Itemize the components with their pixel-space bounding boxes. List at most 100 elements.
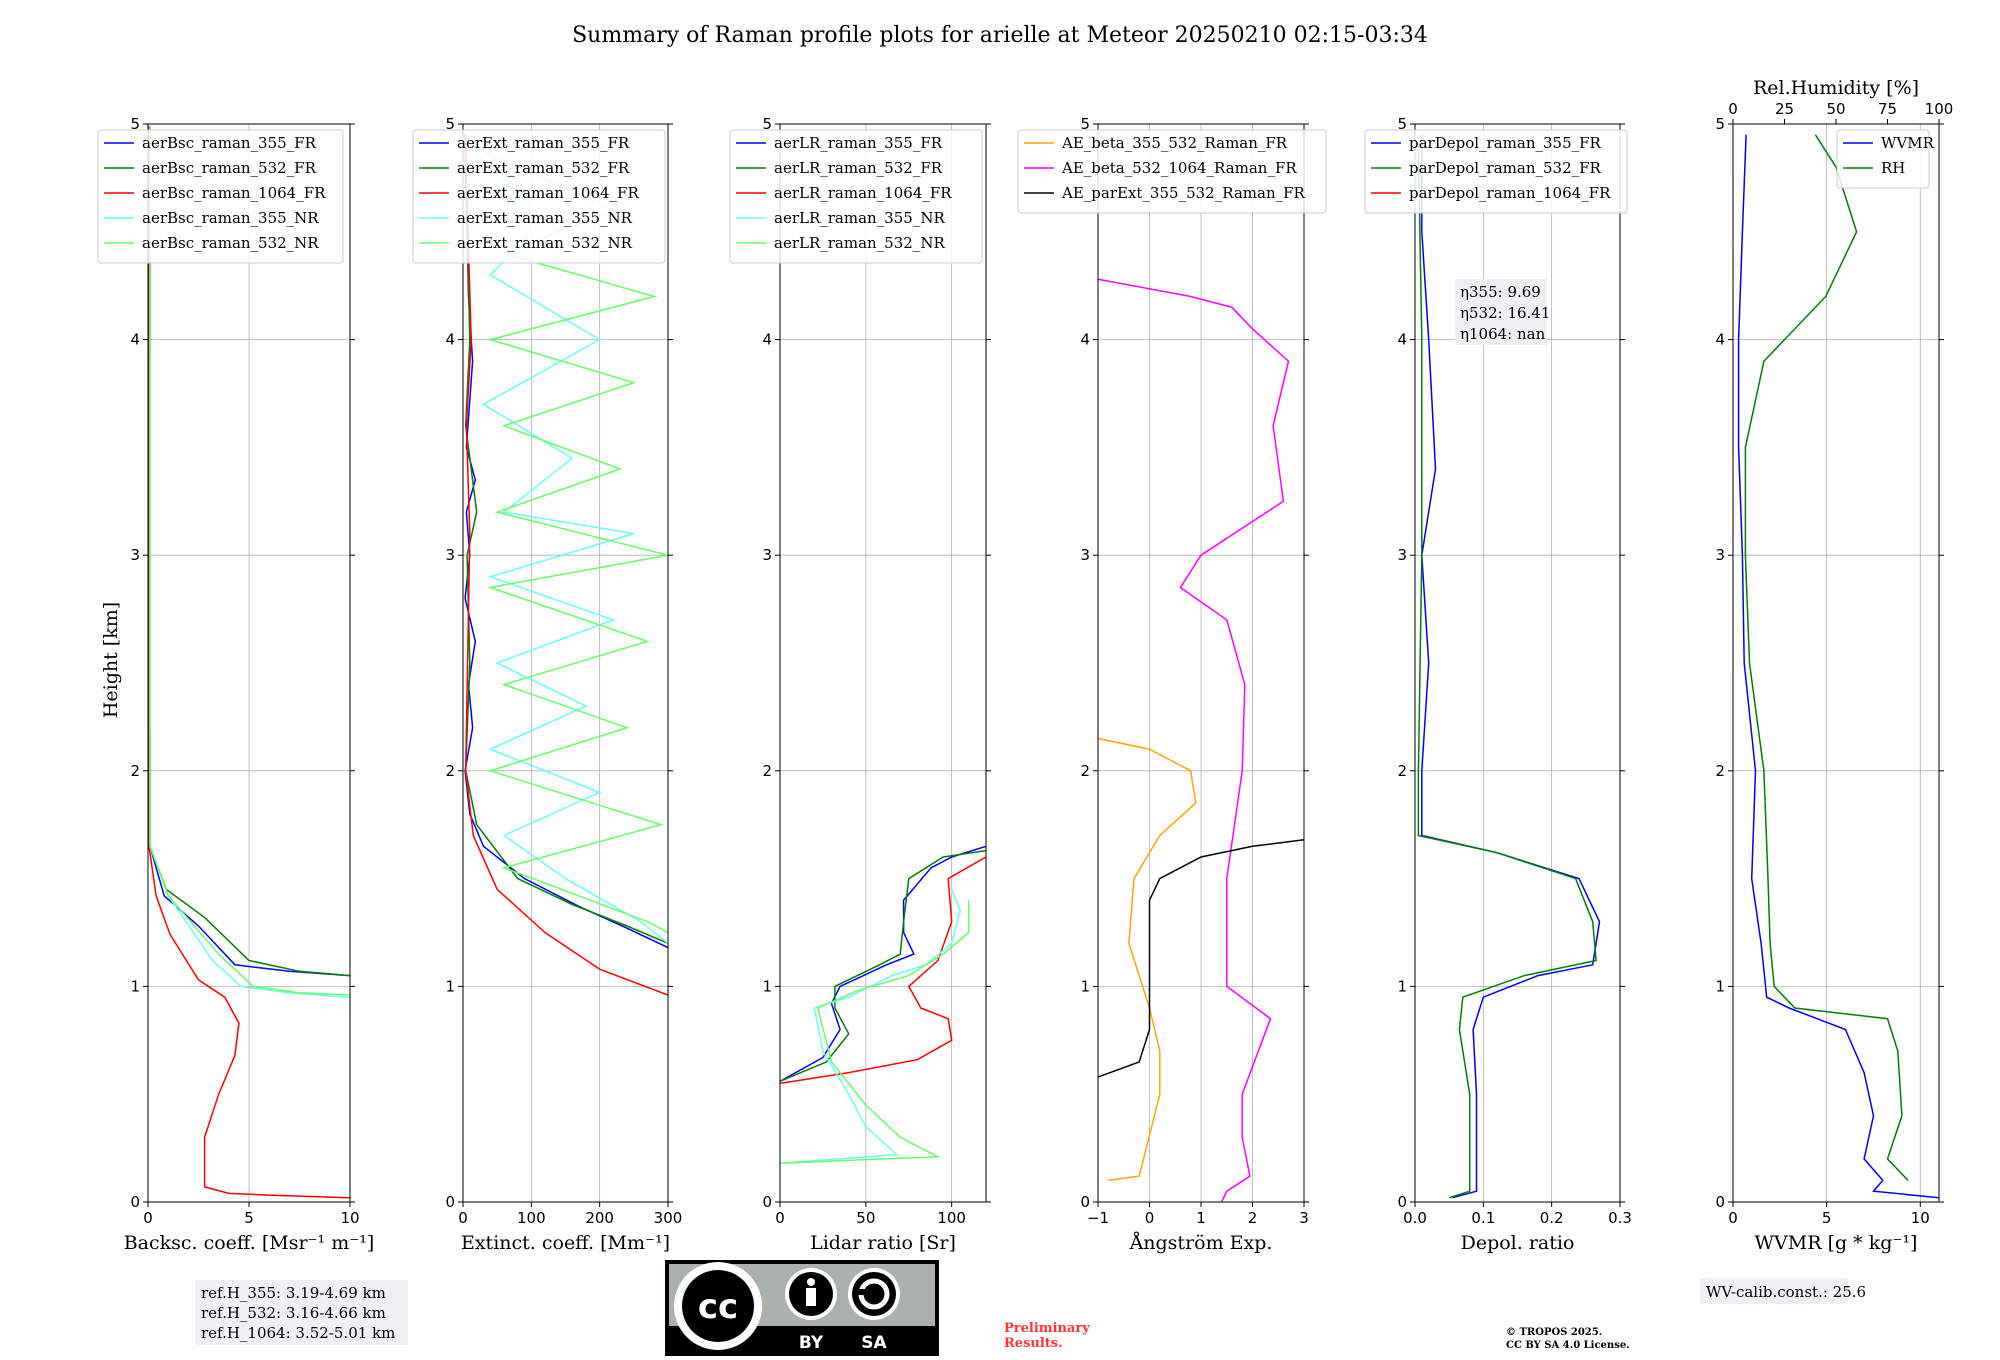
series-line-aerBsc_raman_1064_FR — [148, 126, 350, 1199]
eta-annotation-box: η355: 9.69 η532: 16.41 η1064: nan — [1455, 279, 1550, 345]
x-axis-label: Extinct. coeff. [Mm⁻¹] — [461, 1232, 670, 1254]
x-axis-label: Lidar ratio [Sr] — [810, 1232, 956, 1254]
x-tick-label: 0.2 — [1540, 1209, 1564, 1227]
panel-1: 0 5 10 0 1 2 3 4 5 Backsc. coeff. [Msr⁻¹ m⁻¹] aerB… — [97, 115, 375, 1254]
legend-box — [97, 129, 344, 264]
y-tick-label: 3 — [130, 546, 140, 564]
series-line-aerLR_raman_532_FR — [780, 849, 986, 1082]
legend-entry: aerLR_raman_532_NR — [774, 234, 945, 252]
x-tick-label: 1 — [1196, 1209, 1206, 1227]
y-tick-label: 3 — [762, 546, 772, 564]
y-tick-label: 3 — [1080, 546, 1090, 564]
legend-entry: aerExt_raman_532_NR — [457, 234, 633, 252]
preliminary-text-line-1: Preliminary — [1004, 1321, 1090, 1336]
x-tick-label: 50 — [856, 1209, 875, 1227]
plot-frame — [1732, 123, 1940, 1203]
series-line-AE_beta_532_1064_Raman_FR — [1098, 278, 1290, 1202]
legend-entry: parDepol_raman_532_FR — [1409, 159, 1602, 177]
y-tick-label: 0 — [1080, 1193, 1090, 1211]
y-tick-label: 2 — [445, 762, 455, 780]
series-group — [780, 845, 986, 1164]
y-tick-label: 4 — [445, 331, 455, 349]
y-tick-label: 5 — [445, 115, 455, 133]
x-tick-label: 0.3 — [1608, 1209, 1632, 1227]
x-tick-label: 10 — [340, 1209, 359, 1227]
legend: aerBsc_raman_355_FR aerBsc_raman_532_FRae… — [97, 129, 344, 264]
legend-entry: aerLR_raman_532_FR — [774, 159, 943, 177]
legend-entry: aerBsc_raman_355_NR — [142, 209, 319, 227]
legend-entry: aerBsc_raman_1064_FR — [142, 184, 326, 202]
legend-entry: parDepol_raman_1064_FR — [1409, 184, 1611, 202]
y-tick-label: 5 — [762, 115, 772, 133]
eta-annotation: η532: 16.41 — [1460, 304, 1550, 322]
y-tick-label: 5 — [1397, 115, 1407, 133]
legend-entry: AE_beta_355_532_Raman_FR — [1061, 134, 1288, 152]
x-axis-label: Backsc. coeff. [Msr⁻¹ m⁻¹] — [124, 1232, 375, 1254]
legend: aerExt_raman_355_FR aerExt_raman_532_FRae… — [412, 129, 666, 264]
series-line-WVMR — [1737, 134, 1939, 1199]
x-tick-label: 10 — [1911, 1209, 1930, 1227]
series-line-aerLR_raman_1064_FR — [780, 856, 986, 1085]
y-tick-label: 4 — [1397, 331, 1407, 349]
series-line-parDepol_raman_532_FR — [1417, 145, 1597, 1199]
series-line-aerExt_raman_532_FR — [464, 134, 668, 944]
x2-axis-label: Rel.Humidity [%] — [1753, 77, 1919, 99]
series-line-AE_parExt_355_532_Raman_FR — [1098, 839, 1304, 1078]
series-group — [464, 134, 668, 996]
legend-entry: aerExt_raman_355_NR — [457, 209, 633, 227]
plot-frame — [462, 123, 669, 1203]
y-tick-label: 3 — [445, 546, 455, 564]
legend-entry: aerBsc_raman_532_FR — [142, 159, 317, 177]
series-line-RH — [1744, 134, 1909, 1181]
legend-entry: RH — [1881, 159, 1905, 177]
legend-box — [1017, 129, 1327, 214]
wv-calib-text: WV-calib.const.: 25.6 — [1706, 1283, 1866, 1301]
ref-height-1064: ref.H_1064: 3.52-5.01 km — [201, 1324, 395, 1342]
cc-by-label: BY — [799, 1333, 824, 1353]
y-tick-label: 0 — [1397, 1193, 1407, 1211]
y-tick-label: 2 — [1080, 762, 1090, 780]
panel-5: 0.0 0.1 0.2 0.3 0 1 2 3 4 5 Depol. ratio parDepol_r… — [1364, 115, 1632, 1254]
ref-height-355: ref.H_355: 3.19-4.69 km — [201, 1284, 386, 1302]
x2-tick-label: 75 — [1878, 100, 1897, 118]
legend-entry: aerBsc_raman_355_FR — [142, 134, 317, 152]
series-group — [1737, 134, 1939, 1199]
svg-text:cc: cc — [698, 1287, 738, 1327]
cc-sa-label: SA — [861, 1333, 887, 1353]
x-tick-label: 300 — [654, 1209, 683, 1227]
legend-entry: aerLR_raman_355_FR — [774, 134, 943, 152]
legend-entry: parDepol_raman_355_FR — [1409, 134, 1602, 152]
series-group — [1417, 134, 1601, 1199]
series-line-aerExt_raman_355_NR — [469, 145, 668, 944]
ref-height-532: ref.H_532: 3.16-4.66 km — [201, 1304, 386, 1322]
copyright-line-1: © TROPOS 2025. — [1506, 1327, 1602, 1338]
y-tick-label: 4 — [1715, 331, 1725, 349]
y-tick-label: 4 — [762, 331, 772, 349]
x-tick-label: 0.0 — [1403, 1209, 1427, 1227]
y-tick-label: 0 — [445, 1193, 455, 1211]
x-axis-label: WVMR [g * kg⁻¹] — [1755, 1232, 1918, 1254]
series-line-AE_beta_355_532_Raman_FR — [1098, 737, 1197, 1182]
eta-annotation: η1064: nan — [1460, 325, 1546, 343]
legend: aerLR_raman_355_FR aerLR_raman_532_FR aerL… — [729, 129, 983, 264]
y-tick-label: 1 — [1715, 977, 1725, 995]
y-axis-label: Height [km] — [100, 602, 122, 718]
plot-frame — [1414, 123, 1621, 1203]
legend: WVMR RH — [1836, 129, 1935, 189]
y-tick-label: 5 — [1080, 115, 1090, 133]
x-tick-label: 0 — [458, 1209, 468, 1227]
legend-box — [729, 129, 983, 264]
y-tick-label: 4 — [130, 331, 140, 349]
legend-entry: aerExt_raman_532_FR — [457, 159, 630, 177]
series-line-aerExt_raman_1064_FR — [464, 134, 668, 996]
cc-by-sa-logo: cc BY SA — [665, 1260, 939, 1356]
y-tick-label: 2 — [130, 762, 140, 780]
x-tick-label: 100 — [517, 1209, 546, 1227]
y-tick-label: 3 — [1715, 546, 1725, 564]
y-tick-label: 1 — [762, 977, 772, 995]
y-tick-label: 4 — [1080, 331, 1090, 349]
y-tick-label: 1 — [130, 977, 140, 995]
x-tick-label: 5 — [1822, 1209, 1832, 1227]
x-tick-label: 0 — [143, 1209, 153, 1227]
